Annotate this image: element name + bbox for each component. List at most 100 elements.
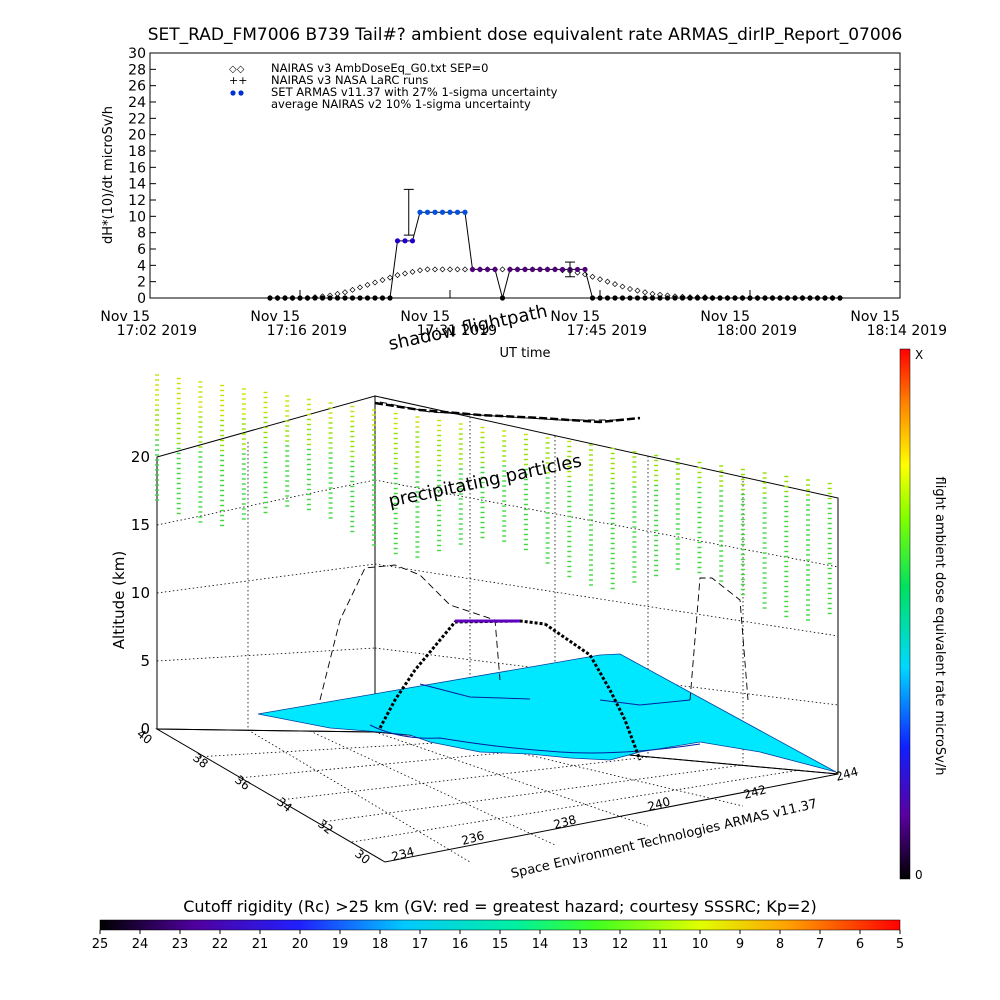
legend-item-set-armas: SET ARMAS v11.37 with 27% 1-sigma uncert…	[230, 85, 558, 99]
armas-point	[469, 266, 476, 273]
x-tick-label: 17:45 2019	[567, 323, 647, 339]
altitude-axis-label: Altitude (km)	[110, 551, 128, 649]
armas-point	[372, 295, 378, 301]
armas-point	[537, 266, 543, 273]
nairas-point	[627, 286, 633, 293]
legend-item-average-nairas-v2: average NAIRAS v2 10% 1-sigma uncertaint…	[271, 97, 531, 111]
colorbar-label: flight ambient dose equivalent rate micr…	[932, 477, 947, 776]
armas-point	[559, 266, 566, 273]
x-tick-label: Nov 15	[550, 309, 600, 325]
armas-point	[499, 295, 506, 301]
armas-point	[792, 295, 798, 301]
armas-point	[297, 295, 303, 301]
armas-point	[529, 266, 536, 273]
armas-point	[334, 295, 341, 301]
longitude-ticks: 234 236 238 240 242 244	[390, 764, 860, 863]
armas-point	[619, 295, 626, 301]
nairas-point	[342, 289, 348, 296]
latitude-tick-label: 34	[274, 795, 295, 815]
nairas-point	[372, 279, 378, 286]
armas-point	[424, 209, 431, 215]
armas-point	[634, 295, 641, 301]
rigidity-tick-label: 24	[132, 937, 149, 952]
precipitating-particles-label: precipitating particles	[387, 450, 584, 511]
armas-point	[319, 295, 326, 301]
armas-point	[739, 295, 746, 301]
armas-point	[829, 295, 836, 301]
armas-point	[664, 295, 671, 301]
latitude-tick-label: 32	[315, 817, 336, 837]
legend-label: average NAIRAS v2 10% 1-sigma uncertaint…	[271, 97, 531, 111]
armas-point	[604, 295, 611, 301]
legend: ◇◇ NAIRAS v3 AmbDoseEq_G0.txt SEP=0 ++ N…	[229, 61, 558, 111]
y-tick-label: 24	[128, 95, 146, 111]
latitude-tick-label: 30	[352, 847, 373, 867]
top-plot: dH*(10)/dt microSv/h UT time 02468101214…	[100, 46, 947, 361]
dose-colorbar: X 0 flight ambient dose equivalent rate …	[899, 348, 947, 882]
armas-point	[754, 295, 761, 301]
surface-contours	[369, 683, 701, 754]
armas-point	[762, 295, 768, 301]
rigidity-tick-label: 13	[572, 937, 589, 952]
y-tick-label: 26	[128, 79, 146, 95]
armas-point	[574, 266, 581, 273]
armas-point	[447, 209, 453, 215]
x-tick-label: 17:16 2019	[267, 323, 347, 339]
back-wall-lat	[156, 395, 376, 733]
nairas-point	[634, 287, 641, 294]
rigidity-tick-label: 22	[212, 937, 229, 952]
armas-point	[477, 266, 483, 273]
altitude-tick-label: 5	[140, 652, 150, 670]
nairas-point	[379, 277, 386, 284]
x-tick-label: Nov 15	[700, 309, 750, 325]
rigidity-colorbar-title: Cutoff rigidity (Rc) >25 km (GV: red = g…	[183, 897, 817, 916]
altitude-tick-label: 20	[131, 448, 150, 466]
top-x-axis-label: UT time	[500, 346, 551, 361]
altitude-tick-label: 15	[131, 516, 150, 534]
armas-point	[702, 295, 708, 301]
armas-point	[417, 209, 423, 215]
legend-label: SET ARMAS v11.37 with 27% 1-sigma uncert…	[271, 85, 558, 99]
armas-point	[589, 295, 596, 301]
legend-label: NAIRAS v3 NASA LaRC runs	[271, 73, 428, 87]
rigidity-tick-label: 19	[332, 937, 349, 952]
plus-marker-icon: ++	[229, 74, 247, 87]
dot-marker-icon	[230, 90, 244, 96]
nairas-point	[612, 281, 618, 288]
rigidity-tick-label: 7	[816, 937, 824, 952]
y-tick-label: 20	[128, 128, 146, 144]
armas-point	[544, 266, 551, 273]
rigidity-tick-label: 21	[252, 937, 269, 952]
armas-point	[327, 295, 333, 301]
armas-point	[462, 209, 468, 215]
precipitating-particles	[155, 374, 832, 621]
y-tick-label: 8	[137, 226, 146, 242]
chart-title: SET_RAD_FM7006 B739 Tail#? ambient dose …	[148, 25, 903, 45]
legend-label: NAIRAS v3 AmbDoseEq_G0.txt SEP=0	[271, 61, 488, 75]
armas-point	[364, 295, 371, 301]
armas-point	[402, 238, 408, 244]
y-tick-label: 30	[128, 46, 146, 62]
rigidity-tick-label: 12	[612, 937, 629, 952]
latitude-tick-label: 36	[232, 773, 253, 793]
nairas-point	[604, 278, 611, 285]
x-tick-label: Nov 15	[400, 309, 450, 325]
latitude-tick-label: 38	[190, 751, 211, 771]
armas-point	[784, 295, 791, 301]
rigidity-tick-label: 10	[692, 937, 709, 952]
armas-point	[657, 295, 663, 301]
nairas-point	[417, 267, 423, 274]
y-tick-label: 10	[128, 209, 146, 225]
colorbar-bottom-label: 0	[915, 868, 923, 882]
nairas-point	[619, 283, 626, 290]
shadow-flightpath	[374, 401, 641, 424]
armas-point	[432, 209, 438, 215]
nairas-point	[409, 268, 416, 275]
armas-point	[822, 295, 828, 301]
y-tick-label: 0	[137, 291, 146, 307]
armas-point	[747, 295, 753, 301]
y-tick-label: 22	[128, 111, 146, 127]
rigidity-colorbar: Cutoff rigidity (Rc) >25 km (GV: red = g…	[92, 897, 904, 952]
